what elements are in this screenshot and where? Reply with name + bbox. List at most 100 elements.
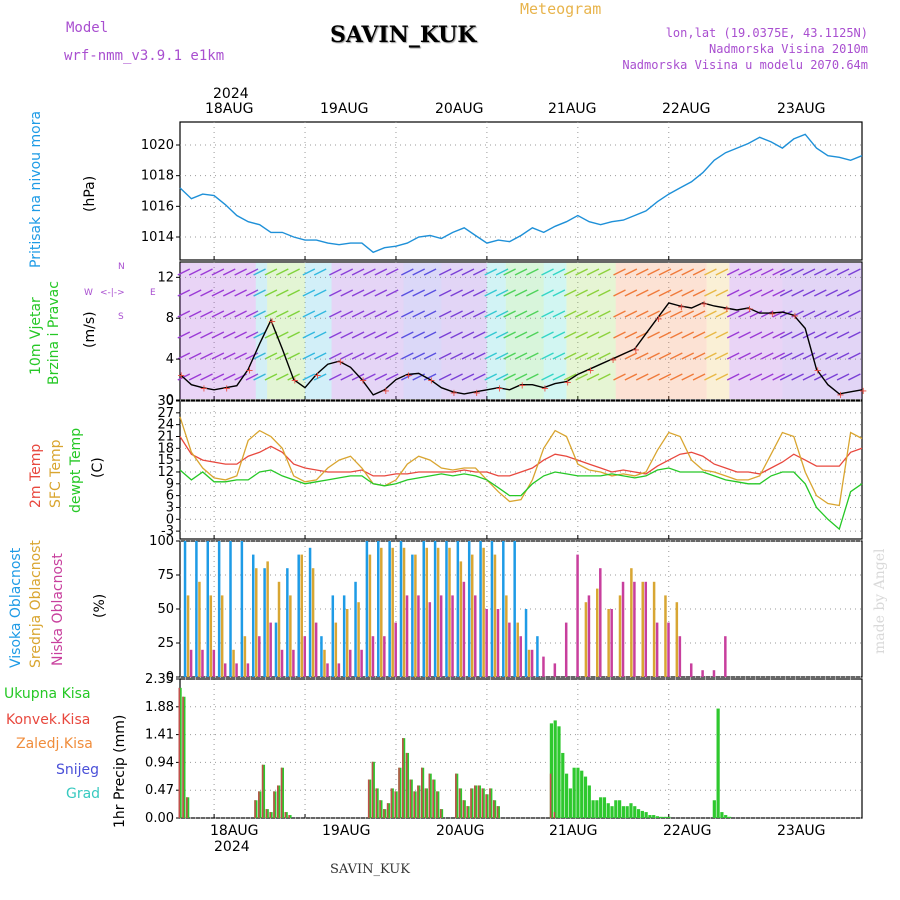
wind-barb <box>374 289 388 297</box>
cloud-bar-3 <box>258 636 261 677</box>
precip-bar-conv <box>394 791 397 818</box>
wind-barb <box>503 331 516 339</box>
wind-barb <box>670 289 683 297</box>
precip-bar-total <box>595 800 599 818</box>
precip-bar-total <box>618 800 622 818</box>
cloud-bar-1 <box>308 547 312 677</box>
wind-barb <box>514 373 528 381</box>
wind-barb <box>438 331 452 339</box>
wind-barb <box>245 268 259 276</box>
top-date-2: 19AUG <box>320 101 369 117</box>
precip-bar-conv <box>455 773 457 818</box>
wind-barb <box>726 352 740 360</box>
wind-barb <box>503 268 516 276</box>
precip-bar-total <box>614 800 618 818</box>
temp-line-1 <box>179 436 863 477</box>
cloud-bar-3 <box>519 636 522 677</box>
precip-bar-total <box>606 803 610 818</box>
wind-barb <box>598 310 611 318</box>
wind-barb <box>749 268 763 276</box>
cloud-bar-3 <box>246 663 250 677</box>
precip-bar-total <box>720 812 724 818</box>
compass-s: S <box>118 312 124 322</box>
compass-mid: <-|-> <box>100 288 125 298</box>
precip-bar-total <box>652 815 656 818</box>
bottom-date-5: 22AUG <box>663 823 712 839</box>
wind-barb <box>647 289 660 297</box>
wind-barb <box>234 310 247 318</box>
wind-barb <box>473 289 486 297</box>
wind-barb <box>779 373 793 381</box>
cloud-bar-1 <box>206 541 210 677</box>
wind-barb <box>461 352 475 360</box>
precip-bar-conv <box>288 815 290 818</box>
wind-barb <box>473 352 486 360</box>
wind-barb <box>363 331 376 339</box>
wind-barb <box>401 268 414 276</box>
wind-barb <box>670 331 683 339</box>
wind-barb <box>635 289 649 297</box>
wind-barb <box>726 289 740 297</box>
temp-line-2 <box>179 416 863 507</box>
precip-bar-conv <box>489 788 491 818</box>
ytick-label-2-3: 6 <box>166 489 174 504</box>
wind-barb <box>825 352 839 360</box>
precip-bar-total <box>636 809 641 818</box>
wind-barb <box>275 373 289 381</box>
wind-gust-mark: + <box>814 365 822 376</box>
wind-barb <box>791 268 804 276</box>
wind-barb <box>329 331 342 339</box>
wind-barb <box>484 289 498 297</box>
wind-barb <box>385 310 399 318</box>
wind-band-2 <box>267 263 306 399</box>
wind-barb <box>647 373 660 381</box>
wind-barb <box>287 268 300 276</box>
precip-bar-conv <box>284 812 287 818</box>
precip-bar-total <box>561 752 565 818</box>
precip-bar-conv <box>383 809 385 818</box>
cloud-bar-1 <box>365 541 369 677</box>
wind-barb <box>738 289 751 297</box>
wind-barb <box>647 331 660 339</box>
precip-bar-conv <box>258 791 260 818</box>
wind-barb <box>526 289 539 297</box>
wind-barb <box>635 268 649 276</box>
cloud-bar-3 <box>724 636 727 677</box>
cloud-bar-3 <box>212 649 216 677</box>
precip-bar-total <box>633 806 637 818</box>
wind-barb <box>692 310 706 318</box>
wind-barb <box>613 289 626 297</box>
wind-barb <box>374 373 388 381</box>
wind-barb <box>624 310 638 318</box>
wind-barb <box>526 373 539 381</box>
wind-barb <box>514 289 528 297</box>
wind-barb <box>188 352 202 360</box>
cloud-bar-3 <box>235 663 238 677</box>
precip-bar-total <box>576 767 580 818</box>
precip-legend-freezing: Zaledj.Kisa <box>16 736 93 752</box>
panel-frame-2 <box>179 400 863 540</box>
wind-barb <box>760 310 774 318</box>
cloud-bar-3 <box>542 656 545 677</box>
wind-barb <box>514 268 528 276</box>
wind-barb <box>825 331 839 339</box>
wind-barb <box>423 331 437 339</box>
cloud-bar-3 <box>417 595 420 677</box>
ytick-label-1-3: 12 <box>157 270 174 285</box>
cloud-bar-1 <box>399 541 403 677</box>
precip-bar-total <box>716 708 720 818</box>
wind-barb <box>848 373 861 381</box>
wind-barb <box>351 331 365 339</box>
wind-barb <box>647 310 660 318</box>
cloud-bar-2 <box>675 602 679 677</box>
wind-barb <box>253 268 266 276</box>
ytick-label-2-0: -3 <box>161 524 174 539</box>
wind-barb <box>749 289 763 297</box>
wind-barb <box>692 352 706 360</box>
wind-barb <box>188 310 202 318</box>
cloud-bar-2 <box>380 547 383 677</box>
wind-barb <box>779 352 793 360</box>
wind-barb <box>541 352 554 360</box>
wind-barb <box>749 310 763 318</box>
cloud-bar-2 <box>516 622 519 677</box>
